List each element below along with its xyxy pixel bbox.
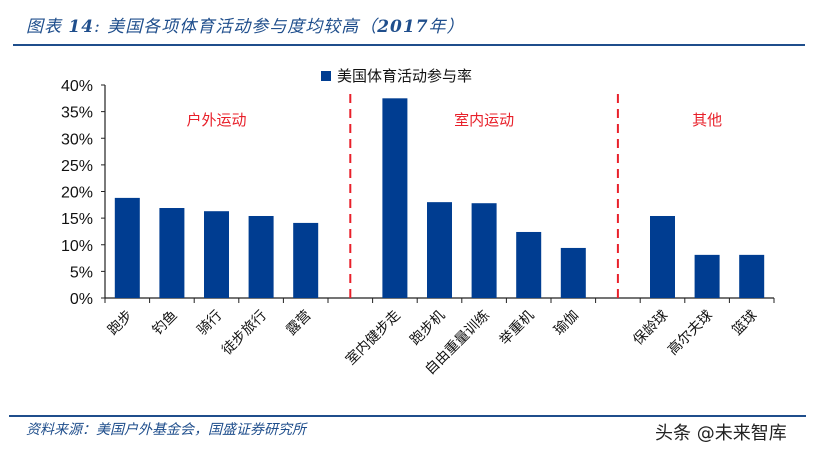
bar — [427, 202, 452, 298]
y-tick-label: 5% — [70, 264, 93, 281]
bar — [159, 208, 185, 298]
x-tick-label: 钓鱼 — [149, 307, 181, 339]
x-tick-label: 室内健步走 — [342, 307, 404, 369]
watermark: 头条 @未来智库 — [655, 423, 787, 444]
x-tick-label: 瑜伽 — [551, 308, 582, 339]
x-tick-label: 露营 — [283, 308, 314, 339]
y-tick-label: 40% — [61, 78, 93, 95]
y-tick-label: 10% — [61, 238, 93, 255]
y-tick-label: 0% — [70, 291, 93, 308]
bar — [204, 211, 229, 298]
title-prefix: 图表 — [26, 17, 69, 37]
x-tick-label: 高尔夫球 — [664, 307, 716, 359]
group-label: 户外运动 — [186, 111, 246, 129]
bottom-divider — [9, 415, 806, 417]
x-tick-label: 保龄球 — [630, 308, 671, 349]
bar — [114, 197, 140, 298]
bar — [694, 254, 720, 298]
bar — [650, 215, 675, 298]
source-note: 资料来源：美国户外基金会，国盛证券研究所 — [26, 422, 306, 438]
legend-swatch — [321, 71, 331, 81]
group-label: 室内运动 — [454, 111, 514, 129]
bar — [248, 215, 274, 298]
title-number: 14 — [68, 17, 95, 37]
title-year: 2017 — [377, 17, 429, 37]
y-tick-label: 20% — [61, 185, 93, 202]
bar — [382, 98, 408, 298]
legend-label: 美国体育活动参与率 — [337, 67, 472, 85]
x-tick-label: 徒步旅行 — [219, 308, 270, 359]
y-tick-label: 30% — [61, 131, 93, 148]
y-tick-label: 25% — [61, 158, 93, 175]
y-tick-label: 15% — [61, 211, 93, 228]
bar — [516, 231, 542, 298]
title-suffix: 年） — [428, 17, 465, 37]
x-tick-label: 跑步 — [105, 308, 136, 339]
top-divider — [13, 44, 805, 46]
x-tick-label: 跑步机 — [407, 308, 448, 349]
y-tick-label: 35% — [61, 105, 93, 122]
bar — [471, 203, 497, 298]
x-tick-label: 举重机 — [497, 308, 538, 349]
bar — [560, 247, 586, 298]
bar — [739, 254, 765, 298]
title-text: : 美国各项体育活动参与度均较高（ — [94, 17, 378, 37]
bar — [293, 222, 319, 298]
group-label: 其他 — [692, 111, 722, 129]
x-tick-label: 篮球 — [729, 308, 760, 339]
x-tick-label: 骑行 — [194, 308, 225, 339]
chart-title: 图表 14: 美国各项体育活动参与度均较高（2017年） — [26, 12, 465, 37]
